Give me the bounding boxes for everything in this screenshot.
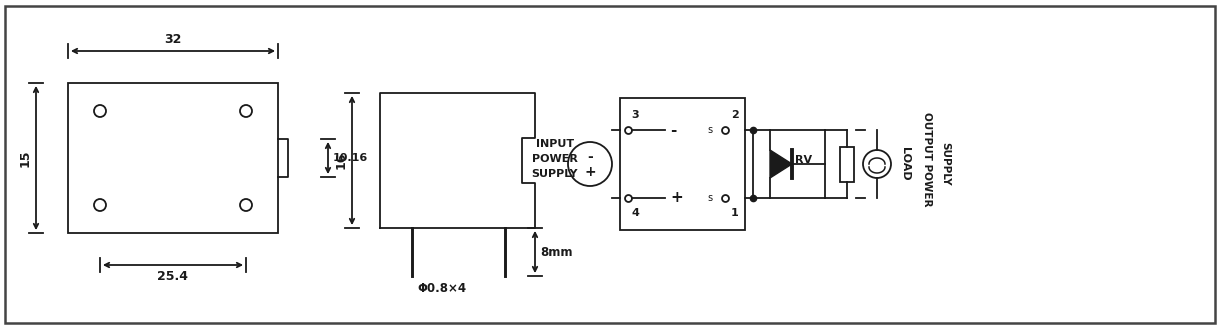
Text: 32: 32: [165, 33, 182, 46]
Bar: [68, 83, 278, 233]
Text: 3: 3: [631, 110, 639, 120]
Text: RV: RV: [795, 155, 812, 165]
Text: SUPPLY: SUPPLY: [940, 142, 950, 186]
Text: Φ0.8×4: Φ0.8×4: [418, 282, 466, 295]
Text: OUTPUT POWER: OUTPUT POWER: [922, 112, 932, 206]
Text: 4: 4: [631, 208, 639, 218]
Text: -: -: [670, 122, 676, 137]
Text: POWER: POWER: [532, 154, 578, 164]
Text: 10.16: 10.16: [333, 153, 369, 163]
Text: 2: 2: [731, 110, 739, 120]
Text: -: -: [587, 150, 593, 164]
Text: 16: 16: [335, 152, 348, 169]
Polygon shape: [770, 150, 792, 178]
Text: SUPPLY: SUPPLY: [532, 169, 579, 179]
Text: INPUT: INPUT: [536, 139, 574, 149]
Text: s: s: [707, 193, 712, 203]
Text: 15: 15: [20, 149, 32, 167]
Bar: [620, 98, 745, 230]
Text: +: +: [584, 165, 596, 179]
Text: 25.4: 25.4: [158, 270, 188, 283]
Text: s: s: [707, 125, 712, 135]
Text: 1: 1: [731, 208, 739, 218]
Text: LOAD: LOAD: [900, 147, 910, 181]
Bar: [840, 147, 853, 181]
Text: +: +: [670, 191, 683, 206]
Text: 8mm: 8mm: [540, 245, 573, 258]
